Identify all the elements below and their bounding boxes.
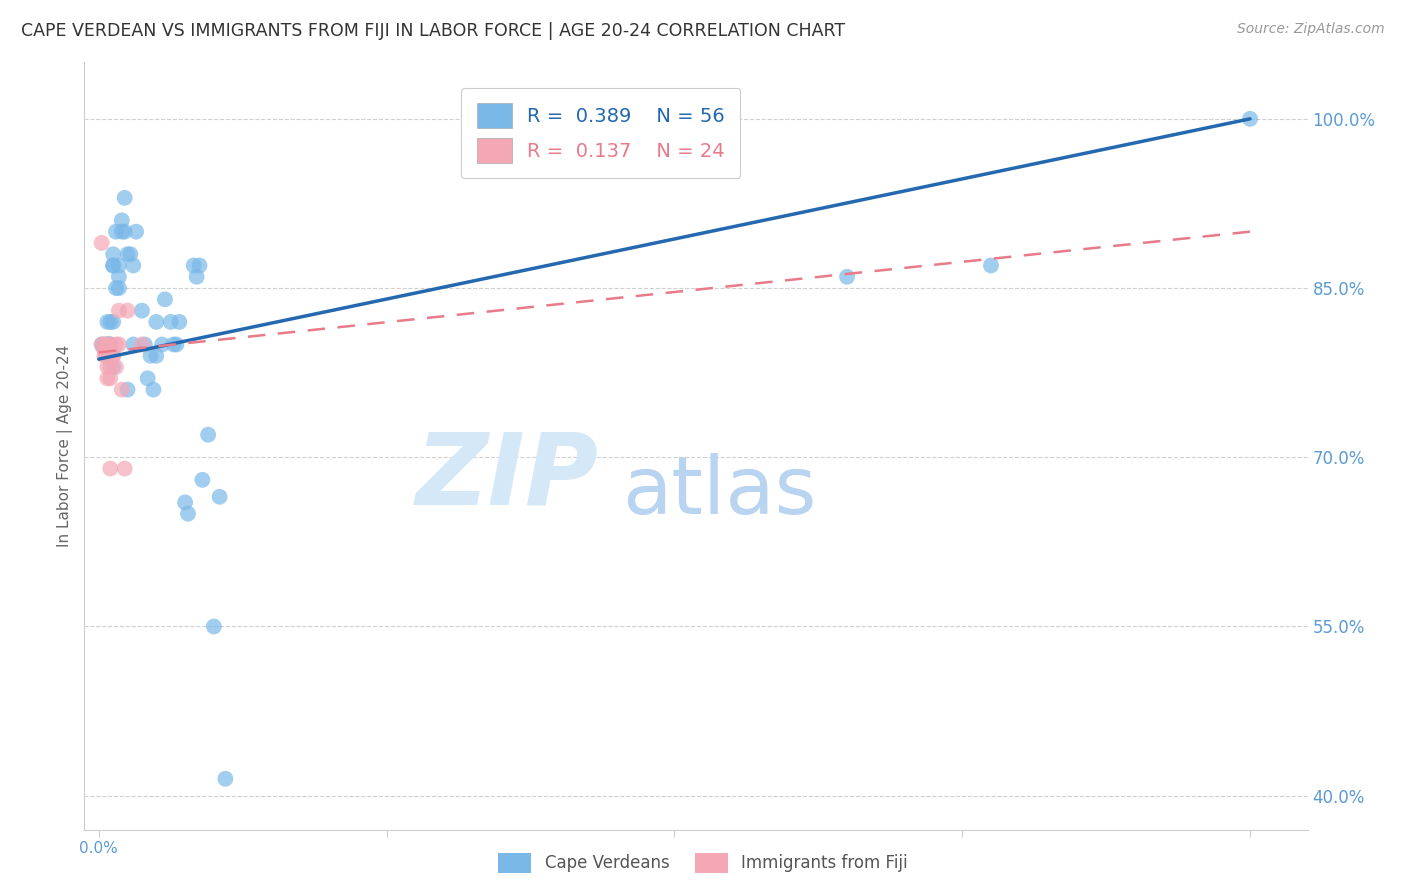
Point (105, 359, 128, 374)
Point (150, 337, 173, 351)
Point (174, 495, 197, 509)
Point (1239, 112, 1261, 126)
Point (96, 315, 118, 329)
Point (191, 473, 214, 487)
Point (90, 337, 112, 351)
Point (105, 281, 128, 295)
Text: Source: ZipAtlas.com: Source: ZipAtlas.com (1237, 22, 1385, 37)
Point (980, 259, 1002, 273)
Point (96, 359, 118, 374)
Point (114, 225, 136, 239)
Point (101, 247, 124, 261)
Point (96, 337, 118, 351)
Point (98, 461, 121, 475)
Text: atlas: atlas (623, 453, 817, 531)
Point (136, 371, 159, 385)
Point (93, 343, 115, 357)
Point (101, 359, 124, 374)
Legend: R =  0.389    N = 56, R =  0.137    N = 24: R = 0.389 N = 56, R = 0.137 N = 24 (461, 87, 741, 178)
Point (208, 490, 231, 504)
Point (93, 337, 115, 351)
Point (105, 337, 128, 351)
Legend: Cape Verdeans, Immigrants from Fiji: Cape Verdeans, Immigrants from Fiji (492, 847, 914, 880)
Point (96, 337, 118, 351)
Point (98, 337, 121, 351)
Point (98, 359, 121, 374)
Point (122, 259, 145, 273)
Point (90, 235, 112, 250)
Point (145, 349, 167, 363)
Point (96, 371, 118, 385)
Point (166, 337, 188, 351)
Point (117, 303, 139, 318)
Point (108, 281, 131, 295)
Point (108, 337, 131, 351)
Point (108, 303, 131, 318)
Point (162, 337, 184, 351)
Point (98, 337, 121, 351)
Point (105, 225, 128, 239)
Point (96, 343, 118, 357)
Point (125, 225, 148, 239)
Point (186, 269, 208, 284)
Point (120, 247, 142, 261)
Y-axis label: In Labor Force | Age 20-24: In Labor Force | Age 20-24 (58, 345, 73, 547)
Point (98, 343, 121, 357)
Point (101, 349, 124, 363)
Point (117, 247, 139, 261)
Point (108, 259, 131, 273)
Point (183, 259, 205, 273)
Point (101, 349, 124, 363)
Point (111, 225, 134, 239)
Point (131, 303, 153, 318)
Point (145, 315, 167, 329)
Point (122, 337, 145, 351)
Point (177, 507, 200, 521)
Point (96, 337, 118, 351)
Point (93, 343, 115, 357)
Point (114, 191, 136, 205)
Point (98, 371, 121, 385)
Point (153, 293, 176, 307)
Point (108, 269, 131, 284)
Point (114, 461, 136, 475)
Point (117, 383, 139, 397)
Point (98, 315, 121, 329)
Point (139, 349, 162, 363)
Point (98, 337, 121, 351)
Text: ZIP: ZIP (415, 428, 598, 525)
Point (93, 337, 115, 351)
Point (835, 269, 858, 284)
Text: CAPE VERDEAN VS IMMIGRANTS FROM FIJI IN LABOR FORCE | AGE 20-24 CORRELATION CHAR: CAPE VERDEAN VS IMMIGRANTS FROM FIJI IN … (21, 22, 845, 40)
Point (111, 213, 134, 227)
Point (188, 259, 211, 273)
Point (202, 619, 225, 633)
Point (90, 337, 112, 351)
Point (101, 259, 124, 273)
Point (197, 427, 219, 442)
Point (214, 772, 236, 786)
Point (111, 383, 134, 397)
Point (159, 315, 181, 329)
Point (131, 337, 153, 351)
Point (134, 337, 156, 351)
Point (101, 259, 124, 273)
Point (169, 315, 191, 329)
Point (93, 349, 115, 363)
Point (142, 383, 165, 397)
Point (96, 349, 118, 363)
Point (101, 315, 124, 329)
